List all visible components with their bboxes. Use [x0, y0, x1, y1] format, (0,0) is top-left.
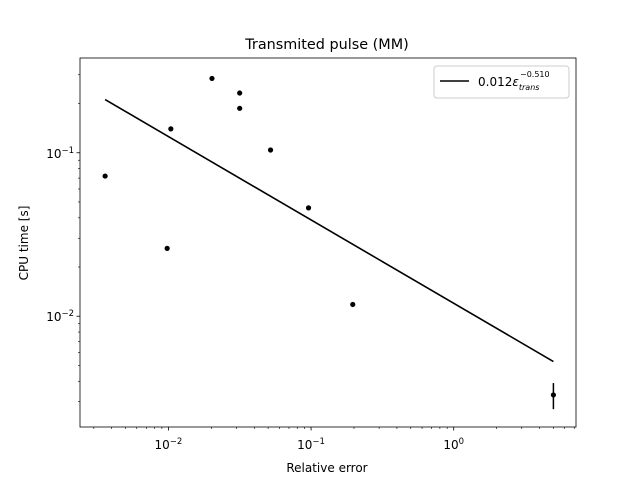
y-tick-label: 10−1	[46, 146, 74, 161]
plot-area: 10−2 10−1 100 10−2 10−1	[46, 57, 577, 452]
x-axis-label: Relative error	[286, 461, 367, 475]
x-tick-label: 100	[443, 437, 464, 452]
data-point	[209, 75, 215, 82]
x-tick-label: 10−1	[297, 437, 325, 452]
chart-title: Transmited pulse (MM)	[244, 37, 409, 53]
fit-line	[104, 98, 554, 363]
data-point	[305, 205, 312, 211]
data-point	[237, 90, 243, 96]
legend-box	[433, 65, 570, 99]
data-point	[350, 301, 356, 308]
axes-frame	[79, 57, 577, 428]
legend-label: 0.012εtrans	[478, 75, 539, 92]
x-tick-label: 10−2	[155, 437, 183, 452]
data-point	[267, 147, 274, 153]
data-point	[168, 126, 174, 132]
data-point	[550, 392, 557, 398]
data-point	[237, 105, 243, 111]
data-point	[164, 245, 170, 251]
y-tick-label: 10−2	[46, 309, 74, 324]
legend-exponent: −0.510	[520, 70, 550, 79]
data-point	[102, 173, 108, 179]
legend: 0.012εtrans−0.510	[433, 65, 570, 99]
y-axis-label: CPU time [s]	[17, 206, 31, 281]
